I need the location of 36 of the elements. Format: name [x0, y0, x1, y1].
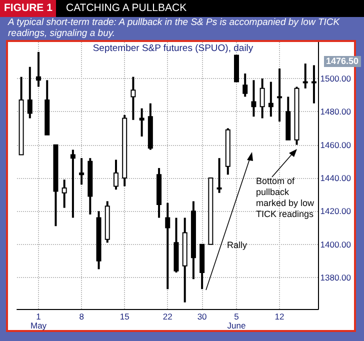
- annotation: Bottom of pullback marked by low TICK readings: [256, 176, 316, 220]
- candlestick: [139, 107, 144, 138]
- x-tick-label: 22: [162, 312, 173, 322]
- candlestick: [130, 76, 136, 121]
- annotation: September S&P futures (SPUO), daily: [92, 43, 254, 54]
- candlestick: [216, 157, 222, 194]
- candlestick: [277, 68, 282, 123]
- annotation: Rally: [227, 240, 248, 250]
- candlestick: [268, 80, 274, 118]
- x-tick-label: 5 June: [227, 312, 246, 330]
- y-tick-label: 1500.00: [320, 73, 352, 84]
- x-tick-label: 1 May: [30, 312, 48, 330]
- y-tick-label: 1420.00: [320, 206, 352, 216]
- text: 1476.50: [324, 56, 361, 67]
- candlestick: [251, 79, 256, 118]
- candlestick: [302, 62, 308, 90]
- y-tick-label: 1440.00: [320, 172, 352, 183]
- candlestick: [242, 72, 248, 98]
- y-tick-label: 1400.00: [320, 239, 352, 250]
- candlestick: [70, 148, 76, 219]
- caption: FIGURE 1: [0, 0, 56, 17]
- y-tick-label: 1480.00: [320, 106, 352, 117]
- chart-title: CATCHING A PULLBACK: [66, 1, 187, 16]
- candlestick: [36, 50, 42, 88]
- candlestick: [260, 77, 265, 120]
- x-tick-label: 15: [120, 312, 130, 322]
- candlestick: [113, 158, 118, 191]
- x-tick-label: 12: [274, 312, 285, 322]
- candlestick: [27, 66, 32, 120]
- candlestick: [79, 157, 84, 186]
- x-tick-label: 30: [197, 312, 208, 322]
- y-tick-label: 1380.00: [320, 272, 352, 282]
- candlestick: [62, 178, 67, 209]
- x-tick-label: 8: [79, 312, 84, 322]
- y-tick-label: 1460.00: [320, 140, 352, 150]
- chart-subtitle: A typical short-term trade: A pullback in the S& Ps is accompanied by low TICK readings, signaling a buy.: [8, 17, 341, 39]
